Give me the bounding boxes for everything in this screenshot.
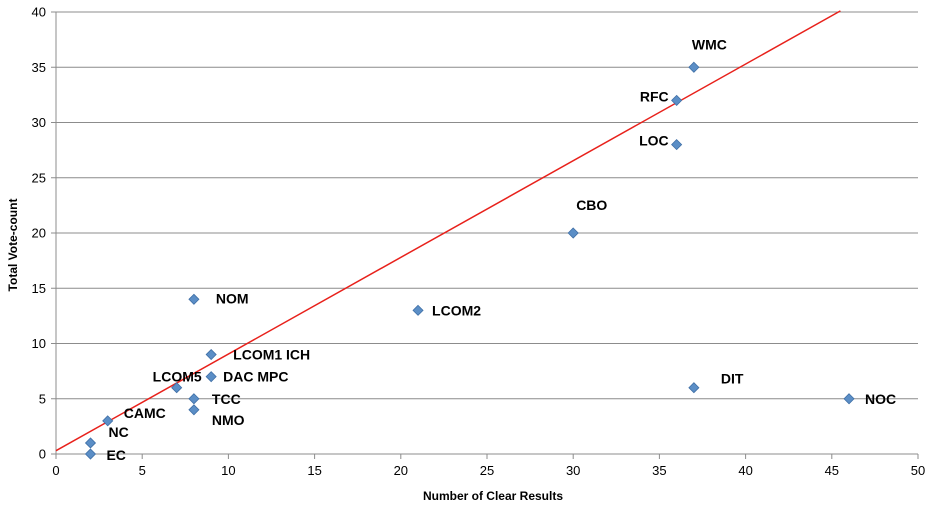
point-label-14: NC [108,424,128,440]
x-tick-label-6: 30 [566,463,580,478]
data-point-12 [188,404,200,416]
y-tick-label-8: 40 [32,5,46,20]
data-point-15 [84,448,97,460]
y-tick-label-1: 5 [39,391,46,406]
x-tick-label-4: 20 [394,463,408,478]
y-tick-label-5: 25 [32,170,46,185]
point-label-3: CBO [576,197,607,213]
data-point-14 [84,437,97,449]
data-point-1 [671,94,683,106]
point-label-8: LCOM5 [153,369,202,385]
axes [51,11,919,459]
point-label-2: LOC [639,133,669,149]
data-point-3 [567,227,579,239]
data-point-9 [688,382,700,394]
data-point-5 [412,304,424,316]
data-point-11 [843,393,855,405]
y-tick-label-3: 15 [32,281,46,296]
x-tick-label-2: 10 [221,463,235,478]
point-label-13: CAMC [124,405,166,421]
gridlines [56,11,918,400]
x-tick-label-0: 0 [52,463,59,478]
y-tick-label-2: 10 [32,336,46,351]
point-label-11: NOC [865,391,896,407]
y-tick-label-6: 30 [32,115,46,130]
y-axis-title: Total Vote-count [6,199,20,292]
data-point-2 [671,139,683,151]
point-labels: WMC RFC LOC CBO NOM LCOM2 LCOM1 ICH DAC MPC LCOM… [106,36,896,463]
x-tick-label-7: 35 [652,463,666,478]
point-label-1: RFC [640,88,669,104]
point-label-4: NOM [216,290,249,306]
data-point-4 [188,293,200,305]
point-label-12: NMO [212,412,245,428]
x-tick-label-1: 5 [139,463,146,478]
point-label-6: LCOM1 ICH [233,347,310,363]
x-tick-label-5: 25 [480,463,494,478]
y-tick-label-0: 0 [39,447,46,462]
data-point-0 [688,61,700,73]
data-points [84,61,855,460]
trendline [55,10,841,452]
point-label-9: DIT [721,371,744,387]
x-tick-label-9: 45 [825,463,839,478]
x-tick-label-3: 15 [307,463,321,478]
y-tick-label-7: 35 [32,60,46,75]
point-label-10: TCC [212,391,241,407]
data-point-7 [205,371,217,383]
data-point-6 [205,348,217,361]
point-label-0: WMC [692,36,727,52]
tick-labels: 0 5 10 15 20 25 30 35 40 0 5 10 15 20 25 30 35 40 45 50 [32,5,926,479]
point-label-7: DAC MPC [223,369,288,385]
point-label-15: EC [106,447,125,463]
data-point-10 [188,393,200,405]
x-tick-label-8: 40 [738,463,752,478]
x-tick-label-10: 50 [911,463,925,478]
data-point-13 [102,415,114,427]
trendline-group [55,10,841,452]
y-tick-label-4: 20 [32,226,46,241]
x-axis-title: Number of Clear Results [423,489,563,503]
point-label-5: LCOM2 [432,302,481,318]
data-point-8 [171,382,183,394]
